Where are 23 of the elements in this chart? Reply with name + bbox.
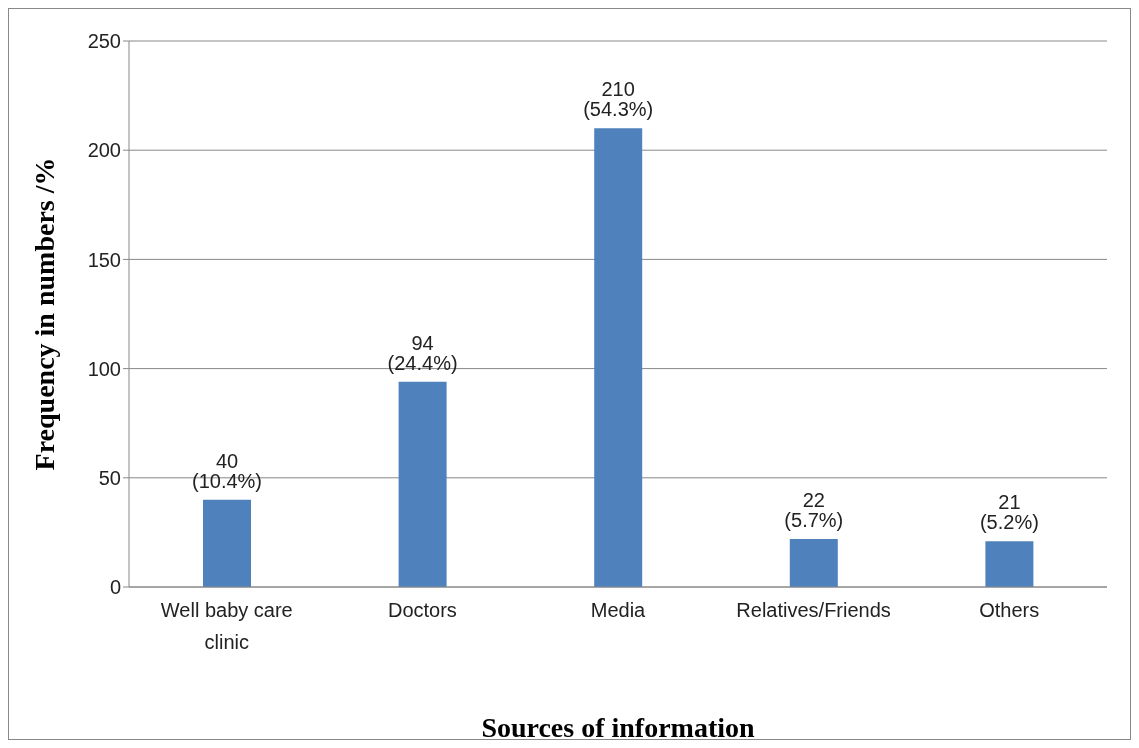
x-axis-title: Sources of information bbox=[481, 712, 756, 743]
data-label: 210 (54.3%) bbox=[583, 78, 654, 121]
bar bbox=[985, 541, 1034, 587]
bar bbox=[789, 538, 838, 587]
x-tick-label: Relatives/Friends bbox=[736, 599, 891, 621]
data-label: 94 (24.4%) bbox=[387, 331, 458, 374]
x-tick-label: Well baby care clinic bbox=[160, 599, 293, 653]
y-tick-label: 0 bbox=[109, 576, 121, 599]
x-tick-label: Others bbox=[979, 599, 1040, 621]
x-tick-label: Media bbox=[590, 599, 647, 621]
y-tick-label: 50 bbox=[98, 466, 121, 489]
data-label: 21 (5.2%) bbox=[979, 491, 1039, 534]
bar bbox=[398, 381, 447, 587]
y-axis-title: Frequency in numbers /% bbox=[28, 157, 60, 471]
y-tick-label: 250 bbox=[87, 30, 121, 53]
y-tick-label: 100 bbox=[87, 357, 121, 380]
bar bbox=[203, 499, 251, 587]
y-tick-label: 200 bbox=[87, 139, 121, 162]
x-tick-label: Doctors bbox=[387, 599, 457, 621]
bar bbox=[594, 128, 643, 587]
data-label: 22 (5.7%) bbox=[784, 488, 844, 531]
data-label: 40 (10.4%) bbox=[191, 449, 263, 492]
y-tick-label: 150 bbox=[87, 248, 121, 271]
